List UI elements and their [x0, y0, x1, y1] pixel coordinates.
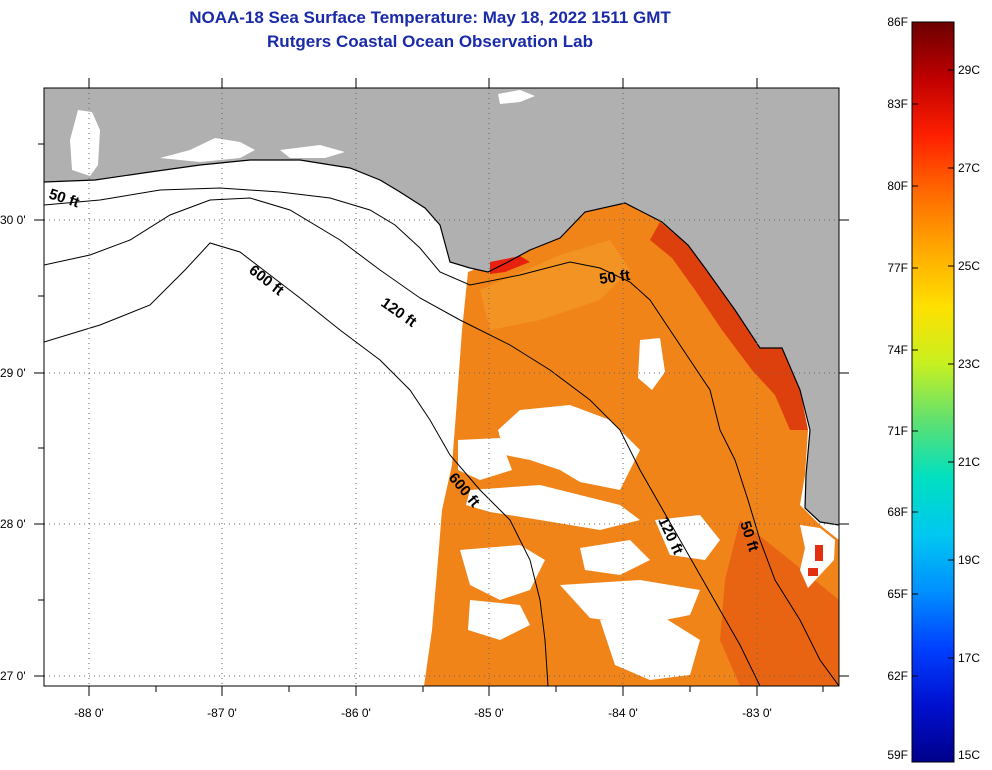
colorbar-f-71: 71F: [887, 424, 908, 438]
cloud-mask: [458, 338, 720, 680]
colorbar-f-83: 83F: [887, 97, 908, 111]
map-frame: [43, 87, 840, 687]
lon-label-83: -83 0': [742, 706, 772, 720]
pensacola-bay: [160, 138, 255, 162]
colorbar-f-80: 80F: [887, 179, 908, 193]
colorbar: [911, 21, 955, 763]
colorbar-c-29: 29C: [958, 63, 981, 77]
lon-label-85: -85 0': [474, 706, 504, 720]
lon-label-84: -84 0': [608, 706, 638, 720]
sst-coastal-warm: [650, 222, 808, 430]
contour-label-50ft-bigbend: 50 ft: [598, 267, 631, 288]
colorbar-ticks: [912, 69, 954, 677]
colorbar-c-23: 23C: [958, 357, 981, 371]
colorbar-f-74: 74F: [887, 343, 908, 357]
lat-label-28: 28 0': [0, 517, 26, 531]
sst-shelf-yellowish: [480, 240, 630, 330]
tampa-bay-warm-patch: [815, 545, 823, 561]
colorbar-c-15: 15C: [958, 748, 981, 762]
colorbar-f-77: 77F: [887, 261, 908, 275]
colorbar-c-25: 25C: [958, 259, 981, 273]
lon-label-88: -88 0': [74, 706, 104, 720]
colorbar-c-19: 19C: [958, 553, 981, 567]
colorbar-f-68: 68F: [887, 505, 908, 519]
sst-south-warm: [720, 520, 839, 686]
colorbar-c-17: 17C: [958, 651, 981, 665]
colorbar-f-86: 86F: [887, 15, 908, 29]
colorbar-c-21: 21C: [958, 455, 981, 469]
north-lake-patch: [498, 90, 535, 104]
choctawhatchee-bay: [280, 145, 345, 158]
map-title: NOAA-18 Sea Surface Temperature: May 18,…: [189, 8, 671, 27]
lon-label-86: -86 0': [341, 706, 371, 720]
isobath-600ft: [44, 242, 549, 686]
mobile-bay: [70, 110, 100, 176]
lat-label-29: 29 0': [0, 366, 26, 380]
isobath-50ft: [44, 187, 839, 686]
colorbar-f-62: 62F: [887, 669, 908, 683]
colorbar-f-65: 65F: [887, 587, 908, 601]
map-subtitle: Rutgers Coastal Ocean Observation Lab: [267, 32, 593, 51]
lat-label-30: 30 0': [0, 213, 26, 227]
axis-ticks: [34, 78, 849, 696]
colorbar-c-27: 27C: [958, 161, 981, 175]
tampa-bay-warm-patch-2: [808, 568, 818, 576]
colorbar-f-59: 59F: [887, 748, 908, 762]
coastline: [44, 159, 839, 526]
land-northern-gulf-coast: [44, 88, 839, 525]
lon-label-87: -87 0': [207, 706, 237, 720]
lat-label-27: 27 0': [0, 669, 26, 683]
isobath-120ft: [44, 197, 761, 686]
apalachicola-warm-patch: [490, 256, 530, 274]
